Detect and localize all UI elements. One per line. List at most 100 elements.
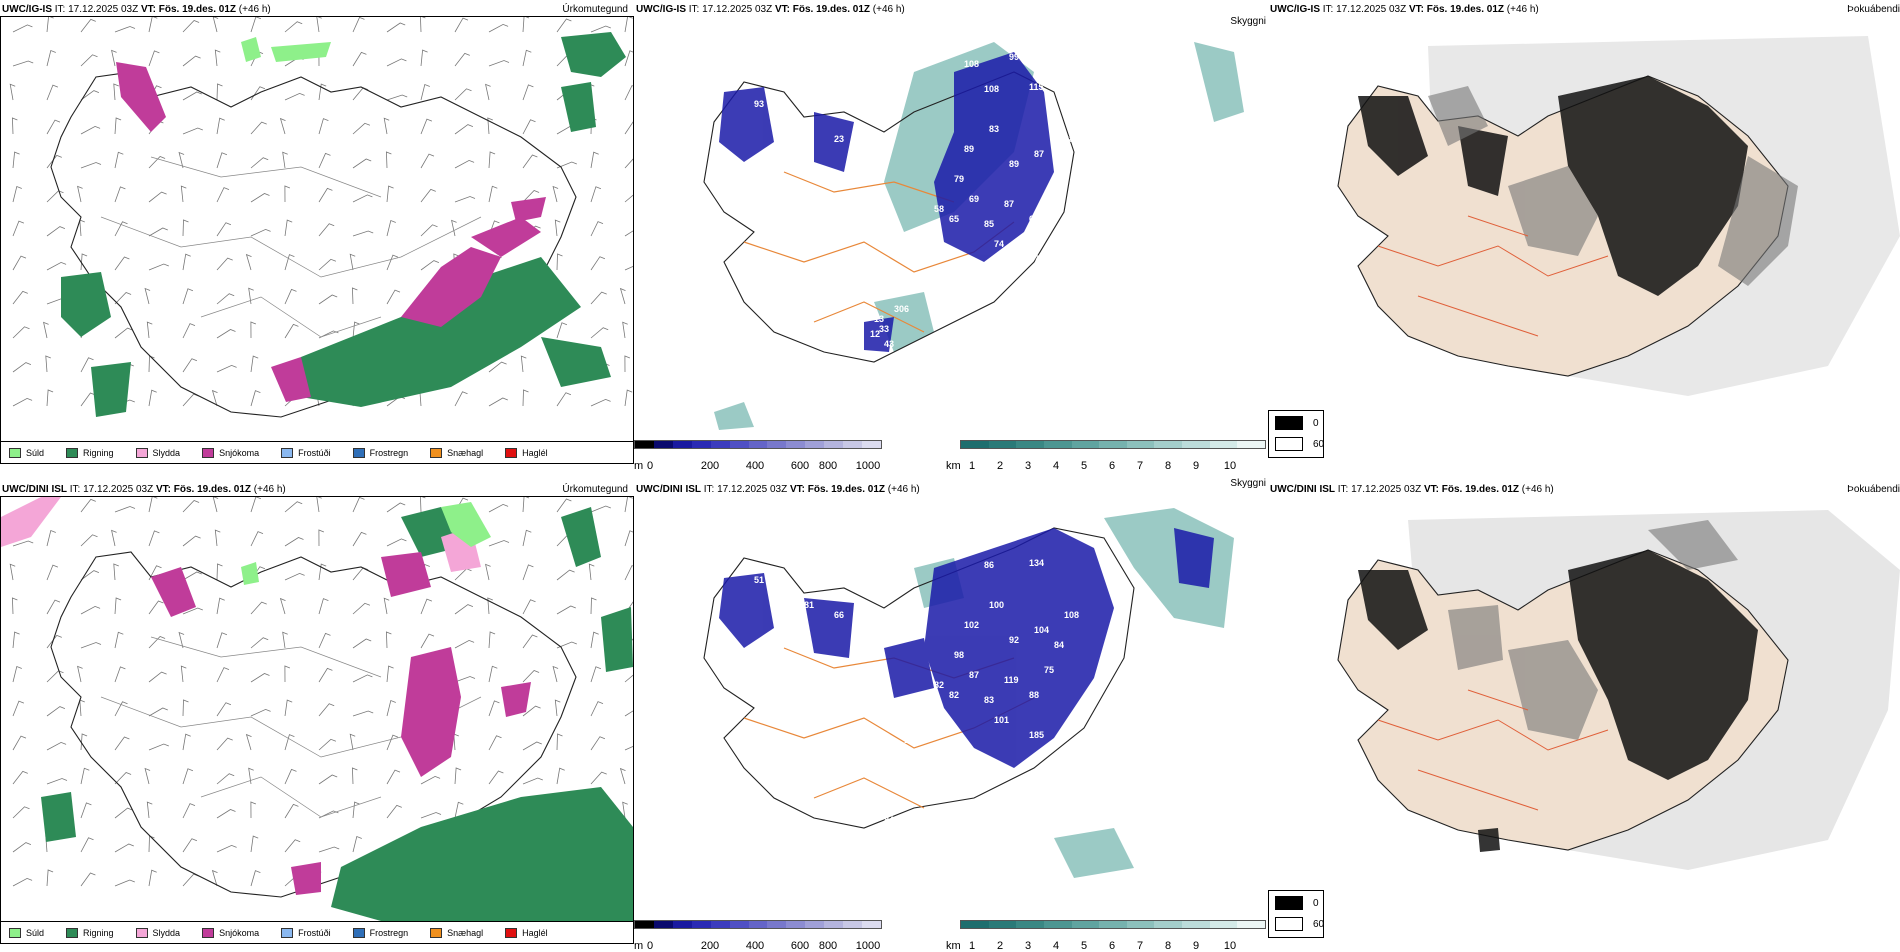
cloud-value-label: 87	[969, 670, 979, 680]
it-label: IT:	[703, 484, 715, 495]
wind-barb	[180, 665, 187, 683]
fog-legend-label: 0	[1313, 897, 1319, 909]
wind-barb	[386, 734, 399, 751]
wind-barb	[148, 191, 167, 203]
wind-barb	[386, 289, 401, 305]
colorbar-swatch	[691, 441, 711, 448]
tick: 7	[1136, 940, 1144, 952]
wind-barb	[111, 49, 117, 67]
wind-barb	[216, 329, 236, 339]
wind-barb	[386, 502, 406, 513]
wind-barb	[318, 632, 331, 649]
cloud-value-label: 92	[1009, 635, 1019, 645]
wind-barb	[488, 700, 500, 717]
wind-barb	[352, 158, 372, 169]
cloud-value-label: 83	[984, 695, 994, 705]
cloud-value-label: 69	[804, 124, 814, 134]
wind-barb	[590, 398, 611, 407]
wind-barb	[590, 597, 597, 615]
wind-barb	[250, 801, 257, 819]
tick: 4	[1052, 940, 1060, 952]
legend-label: Súld	[26, 448, 45, 458]
wind-barb	[454, 676, 476, 683]
wind-barb	[386, 665, 394, 683]
wind-barb	[216, 844, 237, 853]
cloud-labels: 108 99 108 115 93 76 69 23 97 89 83 89 87 79 69 65 58 85 8…	[744, 52, 1074, 349]
lead-time: (+46 h)	[887, 484, 920, 495]
wind-barb	[352, 321, 360, 339]
wind-barb	[624, 355, 631, 373]
colorbar-swatch	[710, 921, 730, 928]
wind-barb	[453, 733, 459, 751]
visibility-colorbar: km 1 2 3 4 5 6 7 8 9 10	[946, 920, 1266, 952]
wind-barb	[216, 187, 230, 203]
wind-barb	[556, 253, 563, 271]
wind-barb	[46, 869, 54, 887]
tick: 7	[1136, 460, 1144, 472]
wind-barb	[245, 733, 252, 751]
wind-barb	[485, 563, 491, 581]
wind-barb	[556, 161, 577, 169]
colorbar-swatch	[1099, 441, 1127, 448]
wind-barb	[590, 736, 606, 751]
lead-time: (+46 h)	[238, 4, 271, 15]
cloud-value-label: 86	[984, 560, 994, 570]
wind-barb	[80, 534, 98, 547]
it-value: 17.12.2025 03Z	[702, 4, 773, 15]
colorbar-swatch	[635, 441, 654, 448]
wind-barb	[386, 22, 406, 33]
wind-barb	[556, 767, 565, 785]
wind-barb	[284, 537, 304, 547]
colorbar-swatches	[960, 920, 1266, 929]
cloudbase-areas	[719, 528, 1214, 768]
swatch	[135, 448, 148, 458]
wind-barb	[318, 846, 340, 853]
wind-barb	[282, 631, 288, 649]
tick: 2	[996, 940, 1004, 952]
legend-label: Snjókoma	[219, 448, 260, 458]
tick: 6	[1108, 940, 1116, 952]
wind-barb	[146, 801, 153, 819]
wind-barb	[80, 605, 101, 615]
wind-barb	[624, 17, 633, 33]
swatch	[505, 448, 518, 458]
wind-barb	[114, 151, 124, 169]
cloud-value-label: 108	[1064, 610, 1079, 620]
cloud-value-label: 75	[1044, 665, 1054, 675]
wind-barb	[624, 194, 633, 203]
wind-barb	[80, 837, 94, 853]
wind-barb	[45, 355, 51, 373]
panel-header: UWC/IG-IS IT: 17.12.2025 03Z VT: Fös. 19…	[636, 4, 905, 15]
colorbar-swatch	[843, 921, 863, 928]
tick: 8	[1164, 460, 1172, 472]
wind-barb	[590, 327, 609, 339]
precip-map: Súld Rigning Slydda Snjókoma Frostúði Fr…	[0, 496, 634, 944]
it-value: 17.12.2025 03Z	[717, 484, 788, 495]
wind-barb	[182, 253, 191, 271]
wind-barb	[250, 390, 261, 407]
wind-barb	[522, 49, 532, 67]
wind-barb	[248, 287, 254, 305]
colorbar-swatches	[634, 920, 882, 929]
cloud-value-label: 108	[984, 84, 999, 94]
wind-barb	[284, 92, 305, 101]
wind-barb	[250, 601, 267, 615]
legend-item-snjokoma: Snjókoma	[202, 448, 259, 458]
wind-barb	[148, 389, 157, 407]
colorbar-swatch	[1071, 441, 1100, 448]
model-name: UWC/IG-IS	[636, 4, 686, 15]
wind-barb	[318, 152, 331, 169]
wind-barb	[114, 879, 135, 887]
wind-barb	[182, 358, 198, 373]
visibility-colorbar: km 1 2 3 4 5 6 7 8 9 10	[946, 440, 1266, 472]
wind-barb	[488, 361, 507, 373]
wind-barb	[250, 637, 269, 649]
colorbar-swatch	[672, 921, 692, 928]
colorbar-swatch	[988, 441, 1017, 448]
it-label: IT:	[1337, 484, 1349, 495]
wind-barb	[454, 124, 474, 135]
wind-barb	[212, 497, 219, 513]
wind-barb	[454, 17, 469, 33]
wind-barb	[386, 254, 399, 271]
wind-barb	[318, 667, 333, 683]
